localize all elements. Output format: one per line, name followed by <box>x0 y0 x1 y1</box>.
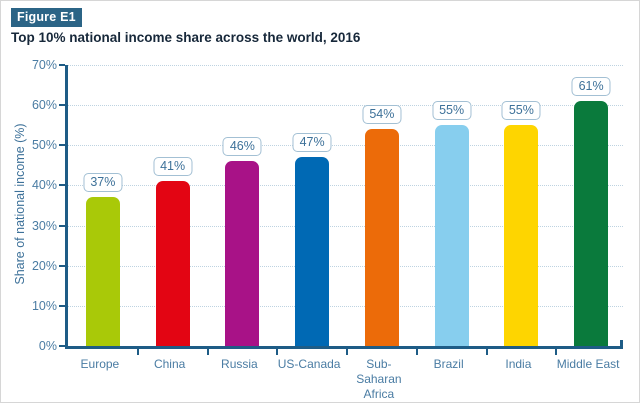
bar-china <box>155 181 190 346</box>
y-tick-mark-30 <box>59 224 65 227</box>
gridline-20 <box>68 265 623 267</box>
gridline-30 <box>68 225 623 227</box>
plot-area: 37% 41% 46% 47% 54% 55% 55% 61% <box>59 64 623 355</box>
x-tick-label: Europe <box>80 357 120 371</box>
x-tick-label: Middle East <box>556 357 620 371</box>
y-tick-mark-10 <box>59 304 65 307</box>
x-axis-endcap <box>620 340 623 346</box>
bar-value-label: 55% <box>501 101 541 121</box>
x-tick-mark <box>555 349 558 355</box>
x-tick-label: Brazil <box>433 357 464 371</box>
x-tick-mark <box>415 349 418 355</box>
x-tick-mark <box>136 349 139 355</box>
bar-value-label: 55% <box>432 101 472 121</box>
y-tick-label: 60% <box>31 98 57 113</box>
y-tick-mark-60 <box>59 104 65 107</box>
y-tick-mark-40 <box>59 184 65 187</box>
y-tick-mark-0 <box>59 345 65 347</box>
x-tick-label: Sub- Saharan Africa <box>356 357 402 401</box>
x-tick-label: India <box>505 357 532 371</box>
y-tick-label: 20% <box>31 258 57 273</box>
x-tick-mark <box>206 349 209 355</box>
bar-value-label: 61% <box>571 77 611 97</box>
y-tick-label: 40% <box>31 178 57 193</box>
bar-sub-saharan-africa <box>364 129 399 346</box>
gridline-50 <box>68 145 623 147</box>
bar-brazil <box>434 125 469 346</box>
y-tick-label: 0% <box>38 339 57 353</box>
x-tick-label: China <box>153 357 186 371</box>
gridline-70 <box>68 65 623 66</box>
bar-value-label: 47% <box>292 133 332 153</box>
bar-europe <box>85 197 120 346</box>
gridline-60 <box>68 105 623 107</box>
y-tick-label: 30% <box>31 218 57 233</box>
gridline-40 <box>68 185 623 187</box>
y-tick-mark-20 <box>59 264 65 267</box>
y-tick-mark-50 <box>59 144 65 147</box>
x-tick-mark <box>276 349 279 355</box>
figure-label-badge: Figure E1 <box>11 8 82 27</box>
y-tick-label: 10% <box>31 298 57 313</box>
gridline-10 <box>68 305 623 307</box>
x-tick-mark <box>346 349 348 355</box>
bar-us-canada <box>295 157 330 346</box>
bar-russia <box>225 161 260 346</box>
bar-value-label: 46% <box>222 137 262 157</box>
bar-india <box>504 125 539 346</box>
bar-value-label: 37% <box>83 173 123 193</box>
y-tick-label: 50% <box>31 138 57 153</box>
bar-value-label: 54% <box>362 105 402 125</box>
y-tick-mark-70 <box>59 64 65 66</box>
y-tick-label: 70% <box>31 58 57 72</box>
x-tick-label: US-Canada <box>277 357 341 371</box>
bar-middle-east <box>574 101 609 346</box>
bar-value-label: 41% <box>153 157 193 177</box>
x-tick-label: Russia <box>221 357 258 371</box>
chart-title: Top 10% national income share across the… <box>11 30 361 45</box>
x-tick-mark <box>485 349 488 355</box>
